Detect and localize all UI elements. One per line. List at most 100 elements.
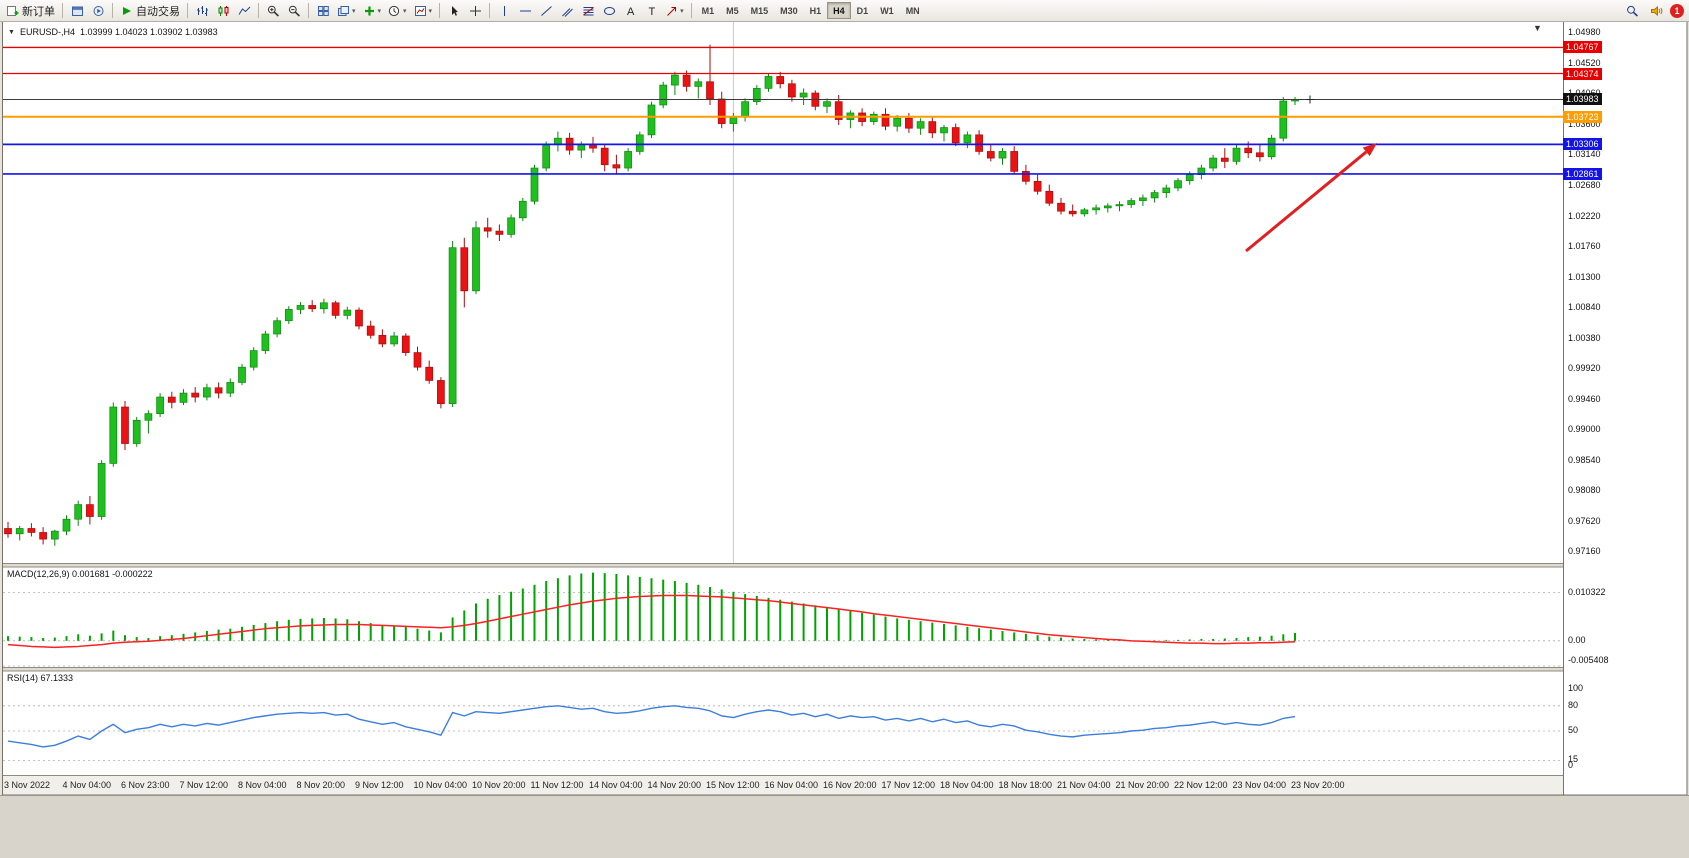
templates-button[interactable]: ▾ — [411, 1, 436, 20]
tile-windows-button[interactable] — [313, 1, 333, 20]
trendline-button[interactable] — [536, 1, 556, 20]
price-axis-tick: 1.01300 — [1568, 271, 1601, 282]
candle-body — [1080, 209, 1089, 215]
candle-body — [951, 127, 960, 144]
text-label-button[interactable]: T — [641, 1, 661, 20]
time-axis-label: 21 Nov 04:00 — [1057, 780, 1111, 790]
candle-body — [413, 352, 422, 368]
candle-body — [752, 88, 761, 103]
autotrading-play-icon — [120, 5, 133, 17]
fibonacci-button[interactable] — [578, 1, 598, 20]
toolbar-right-cluster: 1 — [1622, 1, 1686, 20]
pane-separator[interactable] — [3, 667, 1563, 672]
equidistant-channel-button[interactable] — [557, 1, 577, 20]
toolbar-separator — [308, 3, 309, 18]
candle-body — [156, 396, 164, 414]
candle-body — [191, 392, 200, 398]
new-order-button[interactable]: 新订单 — [3, 1, 58, 20]
price-axis-tick: 1.04060 — [1568, 88, 1601, 98]
time-axis-label: 9 Nov 12:00 — [355, 780, 404, 790]
candle-body — [869, 113, 878, 122]
candle-body — [132, 419, 141, 444]
rsi-indicator-label: RSI(14) 67.1333 — [7, 673, 73, 683]
candle-body — [530, 167, 539, 202]
pane-separator[interactable] — [3, 563, 1563, 568]
candle-body — [320, 302, 328, 310]
timeframe-m5-button[interactable]: M5 — [720, 2, 745, 19]
candle-body — [97, 463, 106, 517]
price-axis[interactable]: 1.04980 1.04520 1.04060 1.03600 1.03140 1.026… — [1563, 21, 1687, 795]
svg-text:A: A — [627, 6, 635, 17]
candle-body — [121, 406, 129, 444]
zoom-out-button[interactable] — [284, 1, 304, 20]
timeframe-d1-button[interactable]: D1 — [851, 2, 875, 19]
terminal-button[interactable] — [67, 1, 87, 20]
strategy-tester-button[interactable] — [88, 1, 108, 20]
candle-body — [1150, 192, 1159, 199]
timeframe-h1-button[interactable]: H1 — [804, 2, 828, 19]
candle-body — [401, 335, 410, 353]
autotrading-button[interactable]: 自动交易 — [117, 1, 183, 20]
chart-background — [3, 21, 1687, 795]
cursor-button[interactable] — [444, 1, 464, 20]
cascade-windows-button[interactable]: ▾ — [334, 1, 359, 20]
arrows-button[interactable]: ▾ — [662, 1, 687, 20]
candle-body — [331, 302, 340, 316]
trend-arrow-line[interactable] — [1245, 150, 1368, 253]
candle-body — [788, 83, 796, 98]
alerts-button[interactable] — [1646, 1, 1666, 20]
candle-body — [589, 144, 597, 149]
zoom-in-icon — [267, 5, 280, 17]
indicators-button[interactable]: ▾ — [360, 1, 385, 20]
candle-body — [1057, 202, 1065, 212]
shapes-button[interactable] — [599, 1, 619, 20]
timeframe-mn-button[interactable]: MN — [900, 2, 926, 19]
price-axis-tick: 1.01760 — [1568, 241, 1601, 252]
time-axis-label: 22 Nov 12:00 — [1174, 780, 1228, 790]
candle-body — [144, 413, 153, 421]
time-axis-strip — [3, 775, 1563, 795]
periods-button[interactable]: ▾ — [385, 1, 410, 20]
candle-body — [1185, 174, 1194, 182]
current-price-badge: 1.03983 — [1563, 93, 1602, 106]
candle-body — [741, 101, 749, 118]
candle-body — [928, 121, 937, 134]
timeframe-m30-button[interactable]: M30 — [774, 2, 804, 19]
timeframe-h4-button[interactable]: H4 — [827, 2, 851, 19]
candlestick-chart-button[interactable] — [213, 1, 233, 20]
time-axis[interactable]: 3 Nov 2022 4 Nov 04:00 6 Nov 23:00 7 Nov 12… — [3, 776, 1563, 794]
new-order-icon — [6, 5, 19, 17]
timeframe-m15-button[interactable]: M15 — [745, 2, 775, 19]
search-button[interactable] — [1622, 1, 1642, 20]
trend-arrow-head[interactable] — [1362, 143, 1377, 157]
vertical-line-button[interactable] — [494, 1, 514, 20]
text-button[interactable]: A — [620, 1, 640, 20]
candle-body — [179, 392, 188, 403]
timeframe-w1-button[interactable]: W1 — [874, 2, 900, 19]
price-axis-tick: 1.00380 — [1568, 332, 1601, 343]
macd-axis-tick: 0.00 — [1568, 634, 1586, 645]
horizontal-line-button[interactable] — [515, 1, 535, 20]
timeframe-group: M1 M5 M15 M30 H1 H4 D1 W1 MN — [696, 2, 926, 19]
notification-badge[interactable]: 1 — [1670, 3, 1684, 18]
chart-shift-marker-icon[interactable]: ▼ — [1533, 23, 1542, 33]
price-axis-tick: 1.03140 — [1568, 149, 1601, 160]
toolbar-separator — [62, 3, 63, 18]
candle-body — [1022, 171, 1030, 182]
price-level-badge: 1.04374 — [1563, 67, 1602, 80]
candle-body — [764, 76, 773, 89]
candle-body — [460, 247, 469, 292]
candle-body — [27, 528, 36, 533]
candle-body — [1279, 100, 1288, 139]
candle-body — [1103, 205, 1112, 209]
symbol-dropdown-icon[interactable]: ▼ — [8, 28, 15, 36]
time-axis-label: 4 Nov 04:00 — [62, 780, 112, 790]
bar-chart-button[interactable] — [192, 1, 212, 20]
chevron-down-icon: ▾ — [680, 7, 684, 15]
candle-body — [963, 134, 972, 144]
line-chart-button[interactable] — [234, 1, 254, 20]
crosshair-button[interactable] — [465, 1, 485, 20]
timeframe-m1-button[interactable]: M1 — [696, 2, 721, 19]
zoom-in-button[interactable] — [263, 1, 283, 20]
